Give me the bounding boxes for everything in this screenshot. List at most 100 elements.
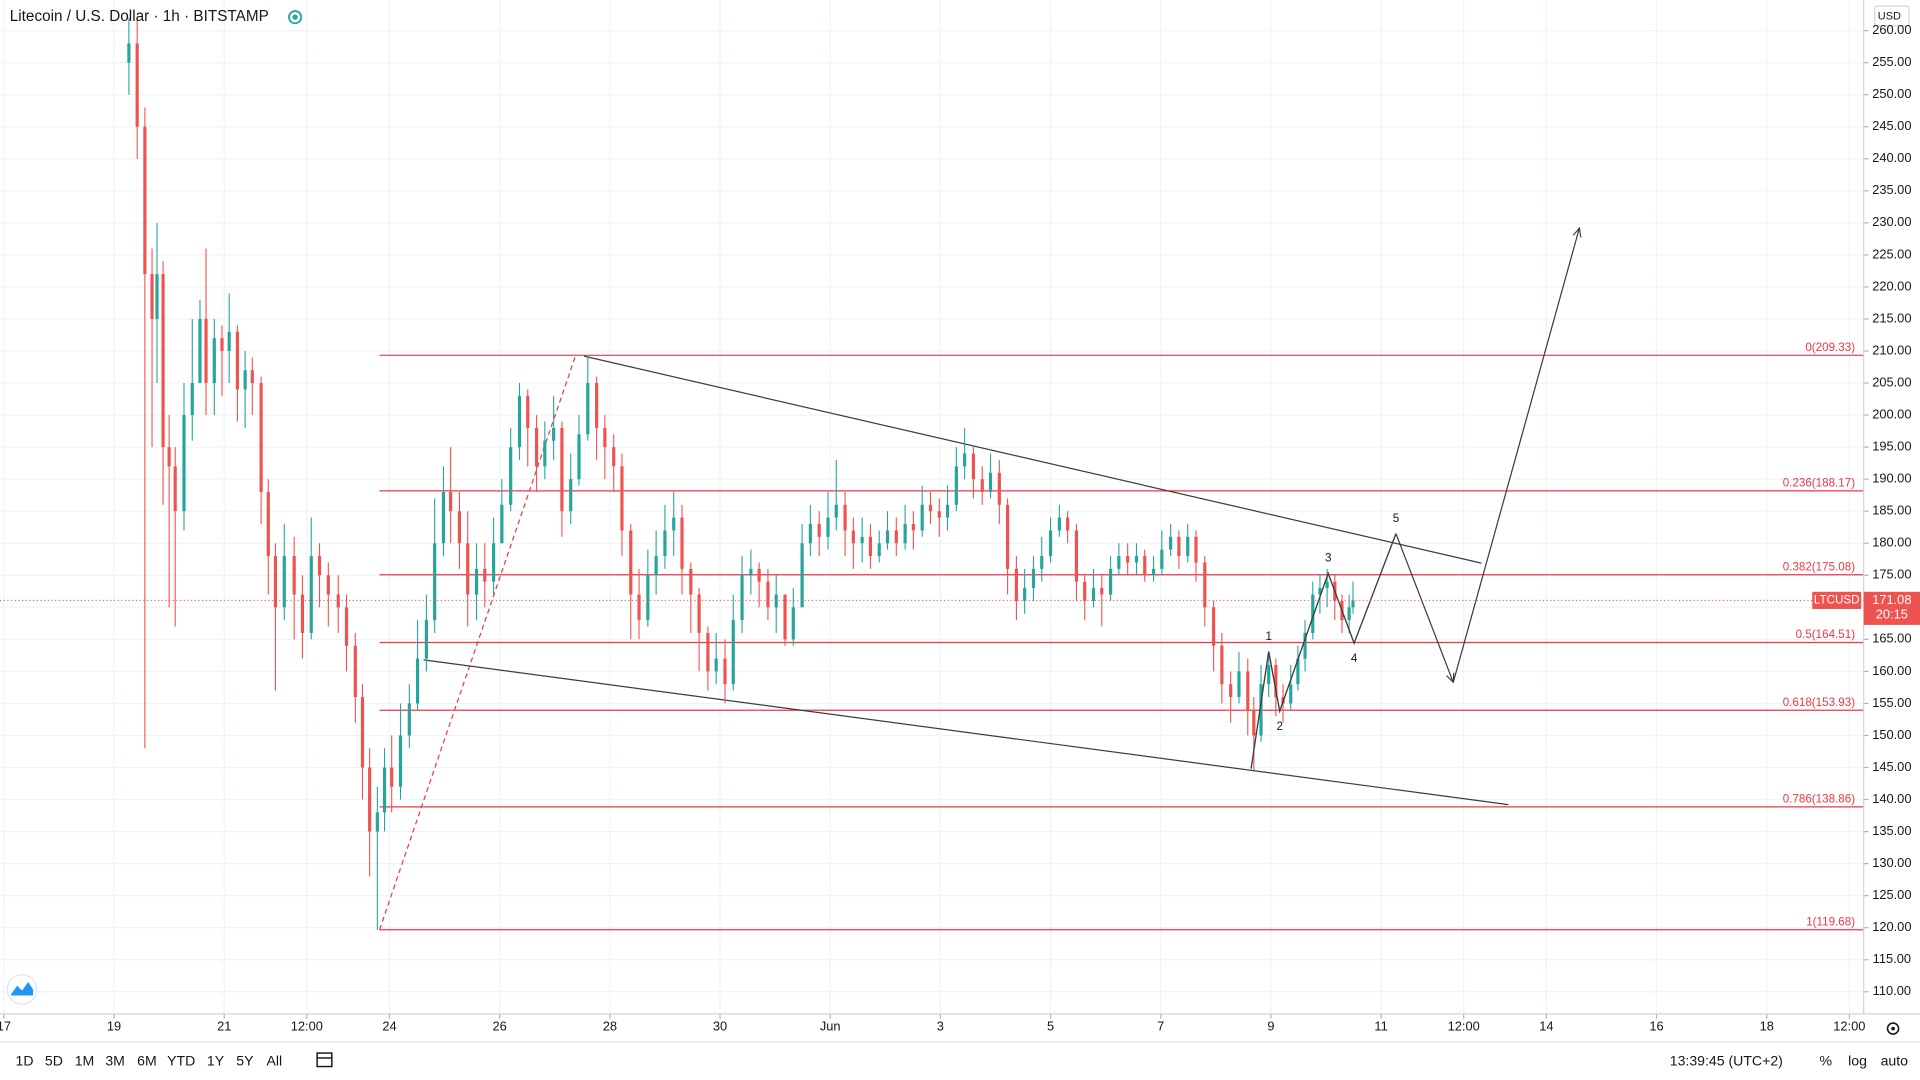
range-button[interactable]: All	[266, 1052, 282, 1068]
candle-body	[190, 383, 194, 416]
y-tick-label: 205.00	[1872, 374, 1911, 389]
candle-body	[526, 395, 530, 428]
candle-body	[198, 318, 202, 384]
x-tick-label: 12:00	[291, 1019, 323, 1034]
candle-body	[1303, 632, 1307, 659]
range-button[interactable]: 5Y	[236, 1052, 254, 1068]
candle-body	[1169, 536, 1173, 550]
y-tick-label: 120.00	[1872, 919, 1911, 934]
candle-body	[1023, 588, 1027, 601]
wave-path	[1250, 533, 1397, 769]
candle-body	[1014, 568, 1018, 601]
x-tick-label: Jun	[820, 1019, 841, 1034]
candle-body	[560, 427, 564, 512]
candle-body	[1117, 556, 1121, 569]
candle-body	[1048, 530, 1053, 557]
x-tick-label: 26	[493, 1019, 507, 1034]
symbol-tag	[1812, 591, 1862, 609]
fib-label: 0.382(175.08)	[1783, 560, 1856, 573]
range-button[interactable]: 6M	[137, 1052, 157, 1068]
candle-body	[997, 472, 1001, 505]
candle-body	[834, 504, 838, 518]
candle-body	[543, 440, 547, 467]
candle-body	[808, 524, 812, 544]
y-tick-label: 250.00	[1872, 86, 1911, 101]
candle-body	[182, 415, 186, 512]
fib-label: 0.236(188.17)	[1783, 477, 1856, 490]
candle-body	[457, 511, 462, 544]
candle-body	[860, 536, 864, 544]
candle-body	[569, 479, 573, 512]
date-range-icon[interactable]	[316, 1052, 333, 1068]
trendline	[423, 659, 1509, 806]
candle-body	[220, 338, 224, 352]
settings-icon[interactable]	[1886, 1022, 1900, 1035]
candle-body	[1143, 556, 1147, 576]
y-tick-label: 165.00	[1872, 631, 1911, 646]
x-tick-label: 12:00	[1833, 1019, 1865, 1034]
candle-body	[309, 556, 313, 633]
x-tick-label: 3	[937, 1019, 944, 1034]
range-button[interactable]: 1Y	[207, 1052, 225, 1068]
candle-body	[336, 594, 340, 608]
y-tick-label: 150.00	[1872, 727, 1911, 742]
candle-body	[1274, 664, 1278, 698]
scale-button[interactable]: %	[1819, 1052, 1832, 1068]
candle-body	[1005, 504, 1010, 569]
bottom-toolbar: 13:39:45 (UTC+2) 1D 5D 1M 3M 6M YTD 1Y 5Y All% lo…	[15, 1022, 1909, 1068]
candle-body	[424, 620, 428, 659]
range-button[interactable]: 5D	[45, 1052, 63, 1068]
candle-body	[292, 556, 296, 595]
projection-arrow	[1452, 228, 1579, 683]
clock: 13:39:45 (UTC+2)	[1670, 1052, 1783, 1068]
chart-title: Litecoin / U.S. Dollar · 1h · BITSTAMP	[10, 8, 269, 25]
candle-body	[646, 575, 650, 621]
candle-body	[672, 517, 676, 531]
candle-body	[740, 575, 744, 621]
y-tick-label: 180.00	[1872, 535, 1911, 550]
range-button[interactable]: 1D	[15, 1052, 33, 1068]
x-tick-label: 30	[713, 1019, 727, 1034]
range-button[interactable]: 3M	[105, 1052, 125, 1068]
x-tick-label: 14	[1539, 1019, 1553, 1034]
range-button[interactable]: YTD	[167, 1052, 195, 1068]
fib-label: 1(119.68)	[1806, 915, 1855, 928]
candle-body	[920, 504, 924, 531]
candle-body	[706, 632, 710, 672]
currency-label[interactable]: USD	[1878, 10, 1901, 22]
candle-body	[1194, 536, 1198, 563]
candle-body	[1066, 517, 1070, 531]
price-tag	[1863, 591, 1920, 625]
currency-button[interactable]	[1874, 5, 1910, 27]
y-tick-label: 140.00	[1872, 791, 1911, 806]
y-tick-label: 185.00	[1872, 503, 1911, 518]
candle-body	[368, 767, 372, 832]
fib-label: 0.5(164.51)	[1796, 628, 1856, 641]
candle-body	[492, 543, 496, 582]
candle-body	[1160, 549, 1164, 569]
candle-body	[1126, 556, 1130, 563]
candle-body	[552, 427, 556, 441]
candle-body	[150, 274, 154, 319]
countdown-label: 20:15	[1876, 606, 1908, 621]
scale-button[interactable]: log	[1848, 1052, 1867, 1068]
candle-body	[483, 568, 487, 582]
y-tick-label: 245.00	[1872, 118, 1911, 133]
y-tick-label: 225.00	[1872, 246, 1911, 261]
candle-body	[1351, 600, 1355, 608]
candle-body	[1311, 594, 1315, 633]
y-tick-label: 155.00	[1872, 695, 1911, 710]
candle-body	[1289, 684, 1293, 704]
fib-label: 0(209.33)	[1805, 341, 1855, 354]
y-tick-label: 210.00	[1872, 342, 1911, 357]
candle-body	[273, 556, 278, 608]
x-tick-label: 28	[603, 1019, 617, 1034]
candle-body	[971, 453, 976, 480]
fib-label: 0.618(153.93)	[1783, 696, 1856, 709]
candle-body	[1229, 684, 1233, 698]
y-tick-label: 135.00	[1872, 823, 1911, 838]
y-tick-label: 230.00	[1872, 214, 1911, 229]
scale-button[interactable]: auto	[1881, 1052, 1909, 1068]
range-button[interactable]: 1M	[75, 1052, 95, 1068]
